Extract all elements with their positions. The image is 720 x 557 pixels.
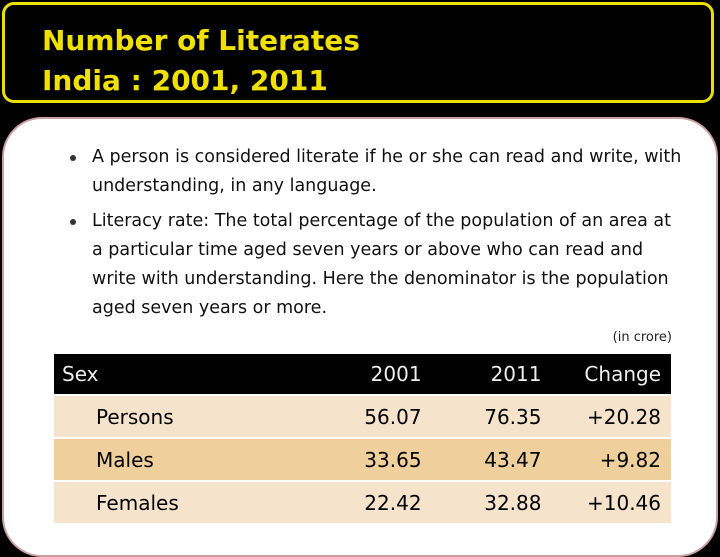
unit-note: (in crore) [612,330,672,345]
cell-2001: 56.07 [311,395,432,439]
table-row: Males 33.65 43.47 +9.82 [54,438,671,482]
cell-2001: 33.65 [311,438,432,482]
bullet-list: A person is considered literate if he or… [62,143,682,329]
header-2011: 2011 [431,354,552,396]
slide-title: Number of Literates [42,24,360,57]
cell-change: +10.46 [551,481,671,525]
table-header-row: Sex 2001 2011 Change [54,354,671,396]
cell-sex: Males [54,438,312,482]
title-banner [2,2,714,103]
bullet-dot-icon [70,155,76,161]
table-row: Females 22.42 32.88 +10.46 [54,481,671,525]
cell-2001: 22.42 [311,481,432,525]
cell-2011: 32.88 [431,481,552,525]
literates-table: Sex 2001 2011 Change Persons 56.07 76.35… [54,354,671,525]
header-2001: 2001 [311,354,432,396]
cell-change: +9.82 [551,438,671,482]
table-row: Persons 56.07 76.35 +20.28 [54,395,671,439]
cell-sex: Females [54,481,312,525]
bullet-item: Literacy rate: The total percentage of t… [62,207,682,323]
cell-2011: 43.47 [431,438,552,482]
cell-2011: 76.35 [431,395,552,439]
cell-change: +20.28 [551,395,671,439]
bullet-text: A person is considered literate if he or… [92,147,682,196]
header-sex: Sex [54,354,312,396]
bullet-item: A person is considered literate if he or… [62,143,682,201]
cell-sex: Persons [54,395,312,439]
slide-subtitle: India : 2001, 2011 [42,64,328,97]
header-change: Change [551,354,671,396]
bullet-text: Literacy rate: The total percentage of t… [92,211,671,318]
bullet-dot-icon [70,219,76,225]
